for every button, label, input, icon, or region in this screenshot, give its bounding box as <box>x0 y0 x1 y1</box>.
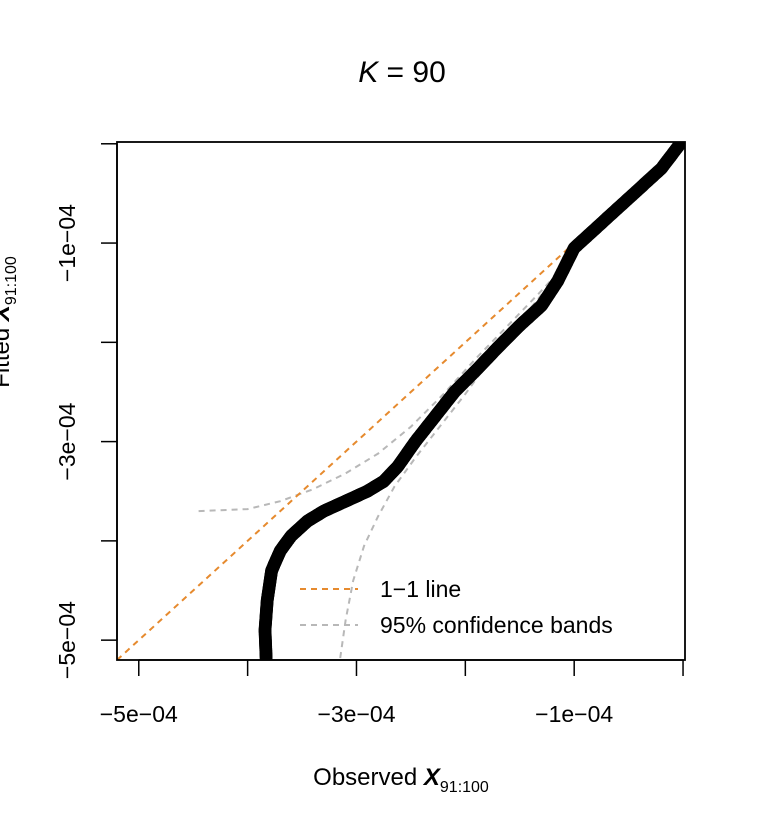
confidence-band-upper <box>198 154 673 513</box>
legend-label-bands: 95% confidence bands <box>380 612 613 638</box>
x-tick-label: −1e−04 <box>535 701 613 727</box>
x-axis: −5e−04 −3e−04 −1e−04 <box>100 659 684 727</box>
title-symbol: K <box>358 56 380 89</box>
title-equals: = <box>378 56 412 89</box>
y-tick-label: −5e−04 <box>54 601 80 679</box>
legend: 1−1 line 95% confidence bands <box>300 576 613 638</box>
x-axis-label-symbol: X <box>422 764 442 791</box>
legend-label-reference: 1−1 line <box>380 576 461 602</box>
y-axis: −5e−04 −3e−04 −1e−04 <box>54 143 118 679</box>
y-tick-label: −1e−04 <box>54 204 80 282</box>
x-tick-label: −3e−04 <box>317 701 395 727</box>
chart-title: K = 90 <box>358 56 446 89</box>
y-axis-label-text: Fitted <box>0 321 15 388</box>
x-tick-label: −5e−04 <box>100 701 178 727</box>
title-value: 90 <box>412 56 445 89</box>
y-axis-label: Fitted X91:100 <box>0 256 20 388</box>
y-axis-label-symbol: X <box>0 303 15 323</box>
x-axis-label: Observed X91:100 <box>313 764 489 796</box>
y-axis-label-subscript: 91:100 <box>3 256 20 305</box>
x-axis-label-subscript: 91:100 <box>440 779 489 796</box>
data-points <box>258 142 685 660</box>
data-point <box>672 142 685 153</box>
y-tick-label: −3e−04 <box>54 402 80 480</box>
x-axis-label-text: Observed <box>313 764 424 791</box>
